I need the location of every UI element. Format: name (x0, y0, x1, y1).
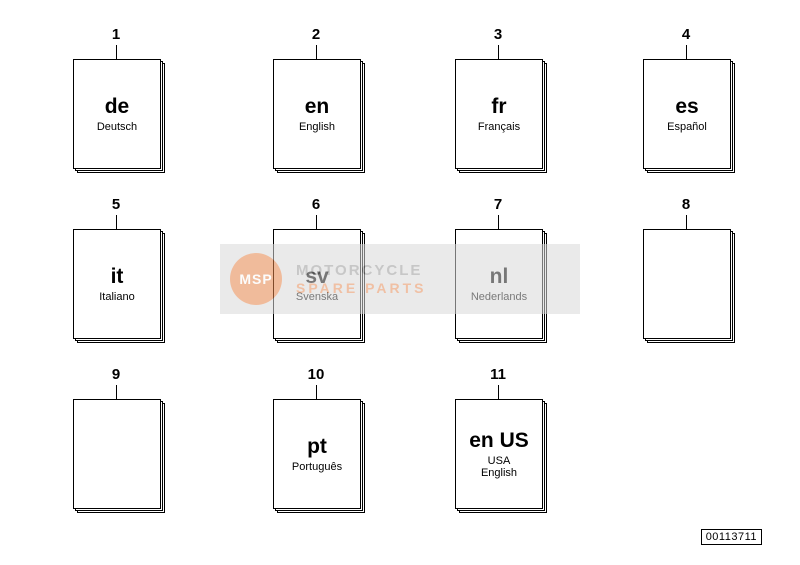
manual-book-icon: en English (273, 59, 359, 167)
language-code: pt (307, 435, 327, 458)
manual-book-icon (73, 399, 159, 507)
index-number: 1 (68, 26, 164, 43)
manual-cell: 6 sv Svenska (268, 196, 364, 337)
index-number: 5 (68, 196, 164, 213)
leader-line (498, 215, 499, 229)
index-number: 2 (268, 26, 364, 43)
index-number: 6 (268, 196, 364, 213)
index-number: 7 (450, 196, 546, 213)
language-code: es (675, 95, 698, 118)
manual-cell: 8 (638, 196, 734, 337)
leader-line (116, 385, 117, 399)
language-code: it (111, 265, 124, 288)
language-code: sv (305, 265, 328, 288)
language-name: USAEnglish (481, 455, 517, 479)
language-name: Svenska (296, 291, 338, 303)
manual-cell: 10 pt Português (268, 366, 364, 507)
index-number: 3 (450, 26, 546, 43)
manual-book-icon: it Italiano (73, 229, 159, 337)
manual-cell: 11 en US USAEnglish (450, 366, 546, 507)
language-code: en US (469, 429, 529, 452)
language-name: English (299, 121, 335, 133)
manual-cell: 4 es Español (638, 26, 734, 167)
language-name: Deutsch (97, 121, 137, 133)
index-number: 11 (450, 366, 546, 383)
index-number: 4 (638, 26, 734, 43)
index-number: 10 (268, 366, 364, 383)
manual-book-icon (643, 229, 729, 337)
language-code: nl (490, 265, 509, 288)
leader-line (686, 215, 687, 229)
manual-book-icon: sv Svenska (273, 229, 359, 337)
leader-line (498, 385, 499, 399)
language-name: Português (292, 461, 342, 473)
manual-cell: 9 (68, 366, 164, 507)
language-name: Français (478, 121, 520, 133)
index-number: 9 (68, 366, 164, 383)
language-code: fr (491, 95, 506, 118)
manual-book-icon: fr Français (455, 59, 541, 167)
language-name: Español (667, 121, 707, 133)
manual-book-icon: de Deutsch (73, 59, 159, 167)
manual-book-icon: pt Português (273, 399, 359, 507)
language-name: Nederlands (471, 291, 527, 303)
manual-book-icon: nl Nederlands (455, 229, 541, 337)
manual-book-icon: es Español (643, 59, 729, 167)
language-name: Italiano (99, 291, 134, 303)
leader-line (316, 385, 317, 399)
leader-line (498, 45, 499, 59)
manual-book-icon: en US USAEnglish (455, 399, 541, 507)
leader-line (316, 215, 317, 229)
manual-cell: 5 it Italiano (68, 196, 164, 337)
leader-line (116, 45, 117, 59)
manual-cell: 7 nl Nederlands (450, 196, 546, 337)
index-number: 8 (638, 196, 734, 213)
leader-line (116, 215, 117, 229)
part-number: 00113711 (701, 529, 762, 545)
language-code: de (105, 95, 130, 118)
language-code: en (305, 95, 330, 118)
manual-cell: 2 en English (268, 26, 364, 167)
manual-cell: 3 fr Français (450, 26, 546, 167)
leader-line (686, 45, 687, 59)
leader-line (316, 45, 317, 59)
manual-cell: 1 de Deutsch (68, 26, 164, 167)
